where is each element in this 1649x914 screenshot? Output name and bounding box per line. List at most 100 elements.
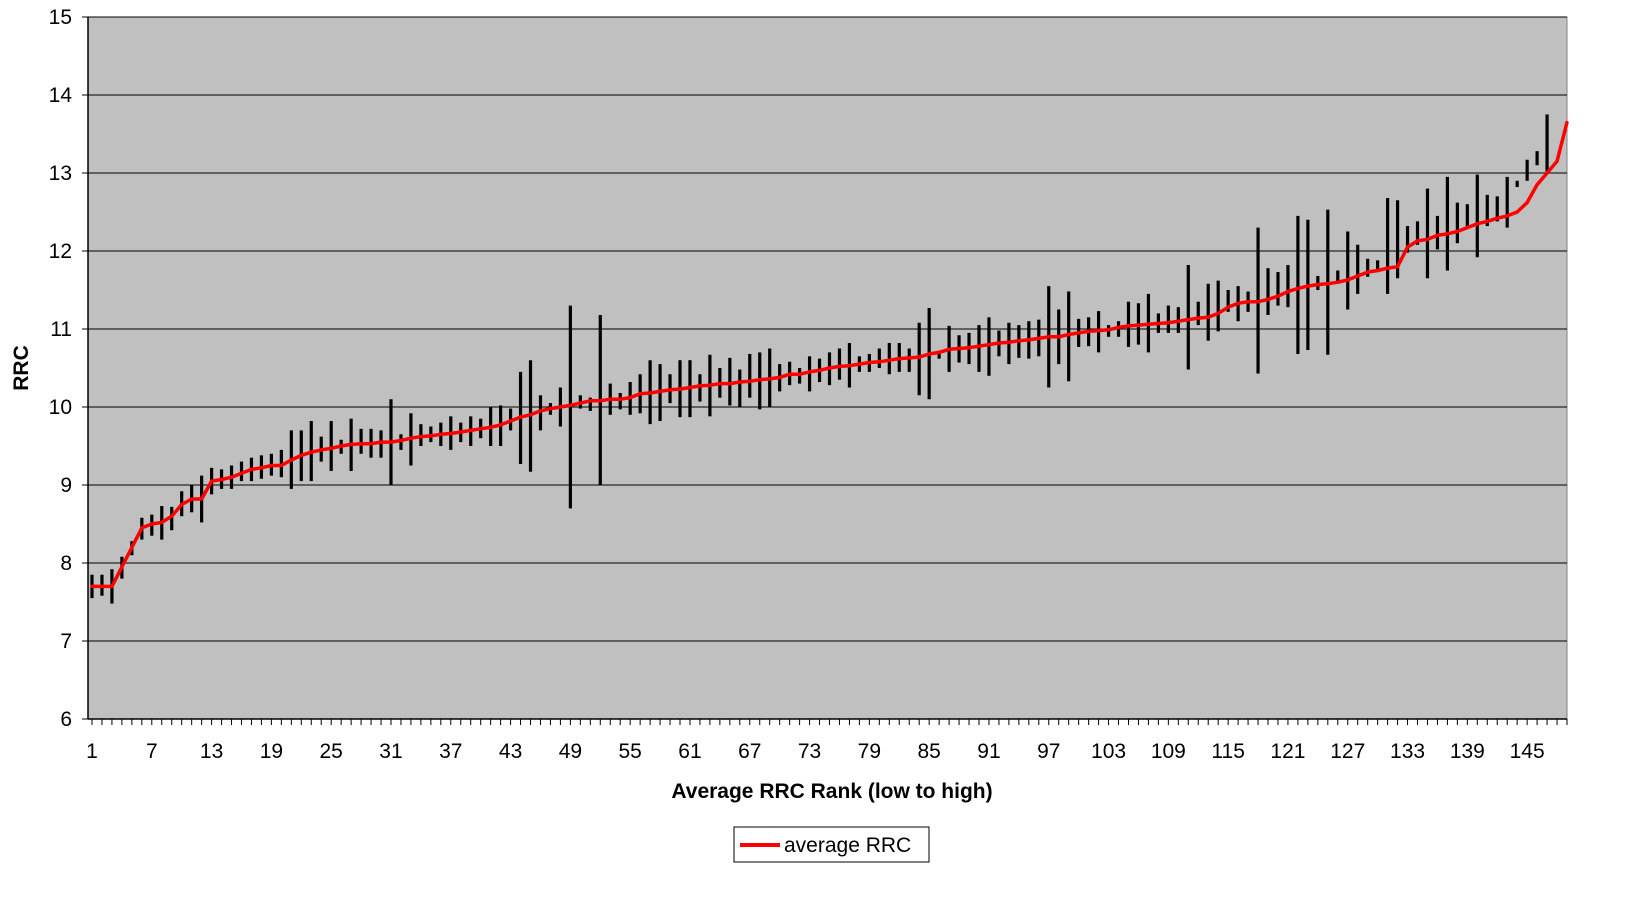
data-point xyxy=(927,352,931,356)
x-tick-label: 55 xyxy=(618,740,641,763)
data-point xyxy=(1077,331,1081,335)
x-tick-label: 91 xyxy=(977,740,1000,763)
data-point xyxy=(180,502,184,507)
data-point xyxy=(1455,229,1459,234)
data-point xyxy=(130,545,134,550)
data-point xyxy=(1176,319,1180,323)
data-point xyxy=(1067,332,1071,337)
data-point xyxy=(1505,214,1509,218)
x-tick-label: 49 xyxy=(559,740,582,763)
data-point xyxy=(1525,201,1529,205)
x-tick-label: 7 xyxy=(146,740,158,763)
data-point xyxy=(568,403,572,408)
data-point xyxy=(459,430,463,434)
axes xyxy=(82,16,1568,725)
data-point xyxy=(648,391,652,395)
data-point xyxy=(1555,159,1559,163)
data-point xyxy=(389,440,393,444)
x-tick-label: 13 xyxy=(200,740,223,763)
data-point xyxy=(249,467,254,471)
y-axis-title: RRC xyxy=(10,345,33,391)
y-tick-labels: 6 7 8 9 10 11 12 13 14 15 xyxy=(49,6,73,731)
data-point xyxy=(718,382,722,386)
data-point xyxy=(877,360,881,364)
data-point xyxy=(518,415,523,419)
data-point xyxy=(379,440,383,444)
data-point xyxy=(578,401,582,405)
legend-box xyxy=(733,826,930,863)
data-point xyxy=(209,479,214,483)
data-point xyxy=(229,475,234,479)
data-point xyxy=(558,405,563,409)
data-point xyxy=(1186,318,1190,322)
data-point xyxy=(309,450,313,454)
data-point xyxy=(768,377,772,381)
data-point xyxy=(1166,321,1170,325)
data-point xyxy=(778,375,782,379)
data-point xyxy=(1116,325,1121,330)
data-point xyxy=(449,431,453,436)
data-point xyxy=(1346,278,1350,282)
data-point xyxy=(728,382,732,386)
data-point xyxy=(678,387,682,391)
data-point xyxy=(608,397,612,401)
data-point xyxy=(638,392,642,396)
data-point xyxy=(190,497,194,501)
data-point xyxy=(508,419,513,423)
data-point xyxy=(299,453,303,457)
data-point xyxy=(140,526,144,530)
y-tick-label: 12 xyxy=(49,240,72,263)
x-tick-label: 121 xyxy=(1270,740,1305,763)
data-point xyxy=(1136,323,1141,327)
y-tick-label: 15 xyxy=(49,6,72,29)
data-point xyxy=(239,471,244,475)
data-point xyxy=(1027,338,1031,342)
data-point xyxy=(788,372,792,376)
data-point xyxy=(1256,300,1260,304)
data-point xyxy=(100,584,104,589)
data-point xyxy=(1146,322,1151,326)
x-tick-label: 73 xyxy=(798,740,821,763)
data-point xyxy=(1316,282,1320,287)
data-point xyxy=(269,463,273,468)
data-point xyxy=(688,385,692,390)
data-point xyxy=(200,497,204,501)
x-axis-title: Average RRC Rank (low to high) xyxy=(671,780,992,803)
data-point xyxy=(758,378,762,382)
data-point xyxy=(279,463,283,468)
x-tick-label: 37 xyxy=(439,740,462,763)
data-point xyxy=(469,428,473,432)
data-point xyxy=(359,442,363,446)
data-point xyxy=(1515,210,1519,214)
data-point xyxy=(748,379,752,383)
data-point xyxy=(967,346,971,350)
data-point xyxy=(817,368,822,372)
data-point xyxy=(1435,233,1440,237)
data-point xyxy=(349,442,353,447)
data-point xyxy=(1356,274,1360,278)
data-point xyxy=(160,520,164,525)
data-point xyxy=(1366,270,1370,274)
data-point xyxy=(827,366,832,370)
x-tick-label: 97 xyxy=(1037,740,1060,763)
y-tick-label: 6 xyxy=(60,708,72,731)
data-point xyxy=(1485,219,1489,223)
data-point xyxy=(598,399,602,403)
data-point xyxy=(429,434,433,438)
data-point xyxy=(1037,336,1041,340)
x-tick-label: 145 xyxy=(1510,740,1545,763)
data-point xyxy=(1087,329,1091,333)
data-point xyxy=(738,380,742,384)
data-point xyxy=(987,343,991,347)
data-point xyxy=(1495,216,1499,220)
x-tick-label: 109 xyxy=(1151,740,1186,763)
y-tick-label: 9 xyxy=(60,474,72,497)
data-point xyxy=(110,584,114,589)
data-point xyxy=(1226,305,1230,309)
data-point xyxy=(120,565,124,569)
x-tick-label: 67 xyxy=(738,740,761,763)
data-point xyxy=(937,350,941,354)
y-tick-label: 10 xyxy=(49,396,72,419)
